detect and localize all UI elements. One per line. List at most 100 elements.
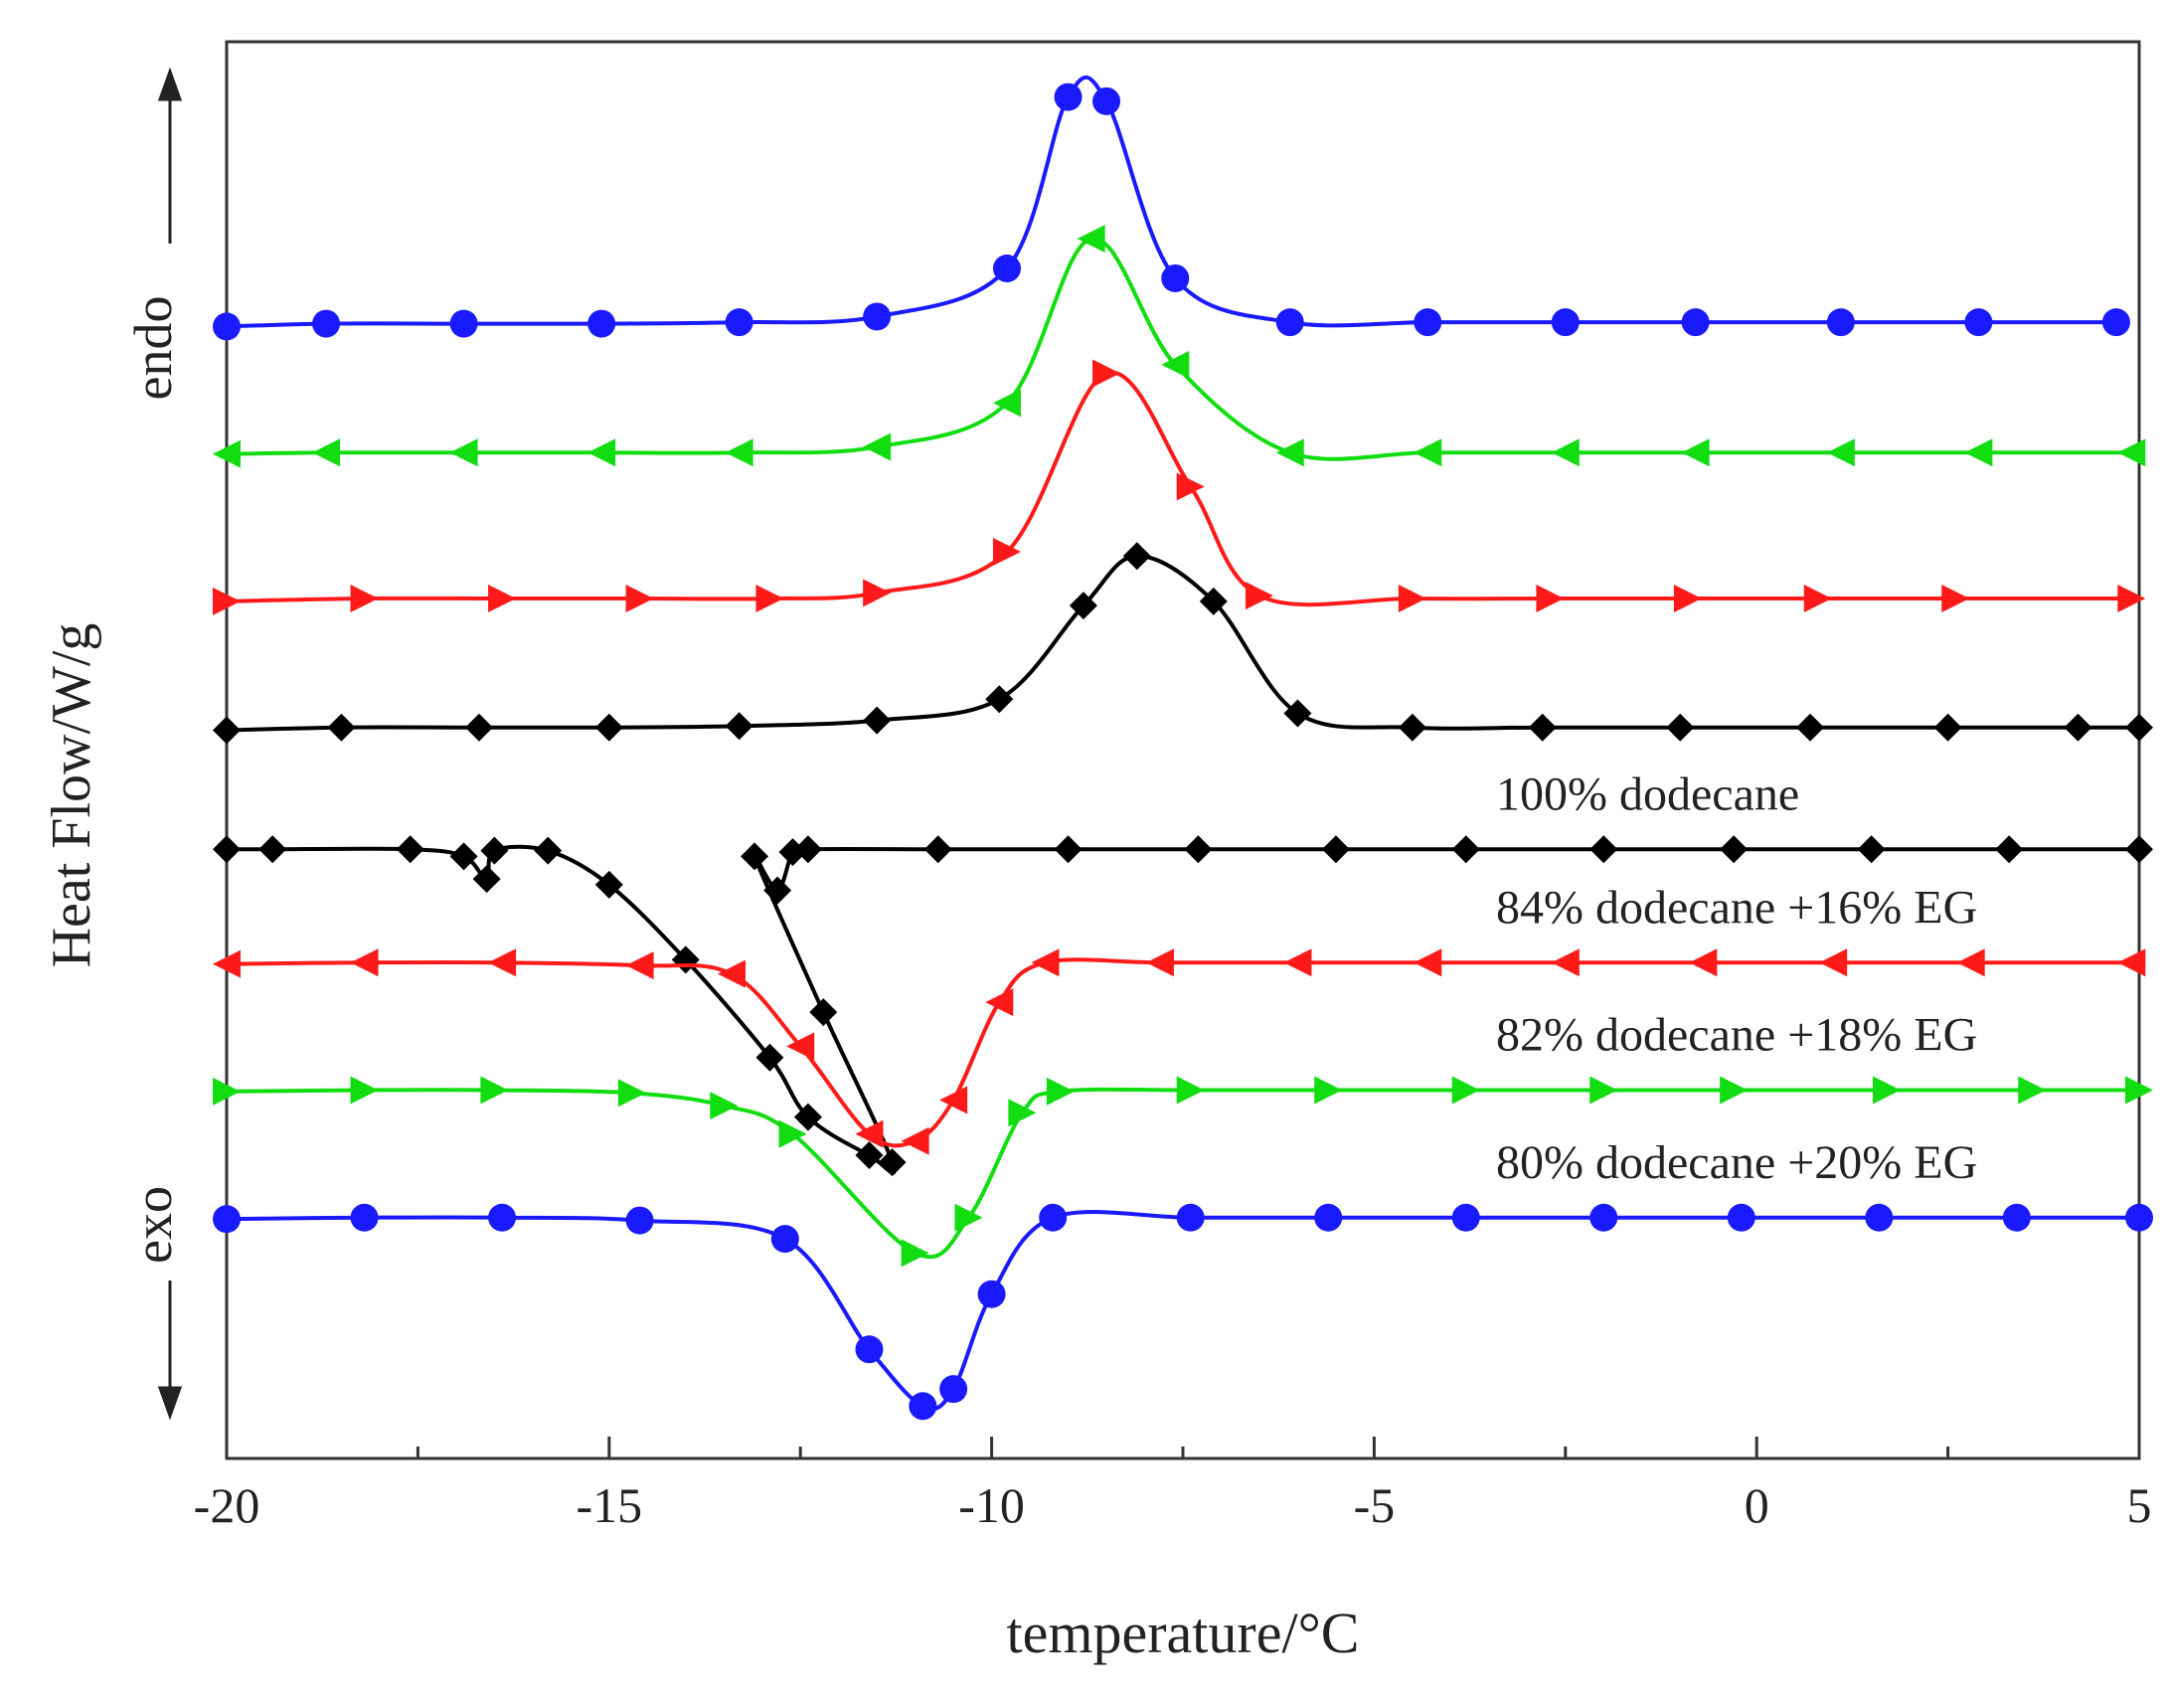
marker [909, 1392, 937, 1421]
marker [1161, 350, 1190, 379]
marker [1551, 438, 1580, 467]
marker [1826, 308, 1855, 337]
marker [1995, 835, 2024, 864]
marker [855, 1335, 884, 1364]
marker [901, 1239, 929, 1268]
marker [1077, 225, 1105, 254]
marker [793, 835, 822, 864]
series-line [226, 1210, 2139, 1412]
marker [939, 1086, 968, 1114]
marker [213, 587, 241, 615]
marker [350, 585, 379, 613]
marker [1857, 835, 1886, 864]
marker [625, 585, 654, 613]
marker [1865, 1203, 1894, 1232]
marker [2002, 1203, 2031, 1232]
marker [617, 1079, 646, 1108]
marker [587, 309, 616, 338]
endo-label: endo [123, 296, 183, 401]
marker [992, 389, 1021, 418]
marker [977, 1280, 1006, 1308]
marker [786, 1032, 815, 1061]
marker [2125, 835, 2153, 864]
marker [1398, 585, 1426, 613]
marker [1092, 86, 1121, 115]
marker [449, 438, 478, 467]
marker [1727, 1203, 1755, 1232]
marker [901, 1126, 929, 1155]
marker [1536, 585, 1565, 613]
marker [480, 836, 509, 865]
y-axis-label: Heat Flow/W/g [41, 623, 102, 968]
marker [312, 309, 341, 338]
marker [472, 865, 501, 894]
marker [1956, 948, 1985, 977]
marker [1092, 359, 1121, 388]
x-tick-label: -10 [958, 1477, 1025, 1533]
marker [1451, 1203, 1480, 1232]
marker [534, 836, 563, 865]
marker [1803, 585, 1832, 613]
marker [1720, 1076, 1749, 1105]
marker [350, 948, 379, 977]
marker [2064, 713, 2092, 742]
marker [1933, 713, 1962, 742]
x-axis-label: temperature/°C [1007, 1601, 1360, 1665]
marker [488, 585, 517, 613]
marker [725, 308, 753, 337]
marker [725, 712, 753, 741]
marker [1314, 1076, 1343, 1105]
marker [449, 309, 478, 338]
marker [878, 1148, 907, 1177]
marker [1666, 713, 1695, 742]
marker [327, 713, 356, 742]
marker [1589, 835, 1618, 864]
marker [1796, 713, 1825, 742]
series-line [226, 554, 2139, 733]
marker [863, 432, 892, 461]
marker [213, 439, 241, 468]
marker [1039, 1203, 1068, 1232]
series-line [226, 237, 2132, 461]
marker [939, 1375, 968, 1404]
marker [1414, 948, 1442, 977]
marker [1673, 585, 1702, 613]
x-tick-label: -15 [576, 1477, 642, 1533]
marker [1689, 948, 1718, 977]
legend-label: 84% dodecane +16% EG [1496, 881, 1977, 934]
marker [587, 438, 616, 467]
marker [1414, 438, 1442, 467]
plot-frame [225, 40, 2141, 1460]
marker [985, 685, 1014, 714]
marker [1046, 1077, 1075, 1106]
marker [1551, 308, 1580, 337]
marker [1283, 699, 1312, 728]
marker [1589, 1203, 1618, 1232]
marker [1414, 308, 1442, 337]
marker [755, 585, 784, 613]
marker [1008, 1099, 1037, 1127]
series-line [226, 370, 2132, 607]
marker [1122, 542, 1151, 571]
marker [763, 876, 792, 905]
x-tick-label: -5 [1354, 1477, 1396, 1533]
marker [213, 1205, 241, 1234]
marker [741, 842, 769, 871]
marker [480, 1076, 509, 1105]
marker [1031, 948, 1060, 977]
legend-label: 80% dodecane +20% EG [1496, 1136, 1977, 1189]
marker [350, 1203, 379, 1232]
marker [1681, 438, 1710, 467]
marker [1873, 1076, 1902, 1105]
marker [2117, 438, 2146, 467]
marker [2125, 1203, 2153, 1232]
marker [863, 579, 892, 607]
series-line [226, 957, 2132, 1148]
marker [1245, 582, 1273, 610]
marker [488, 1203, 517, 1232]
marker [755, 1043, 784, 1072]
marker [2117, 585, 2146, 613]
marker [954, 1203, 983, 1232]
marker [1720, 835, 1749, 864]
